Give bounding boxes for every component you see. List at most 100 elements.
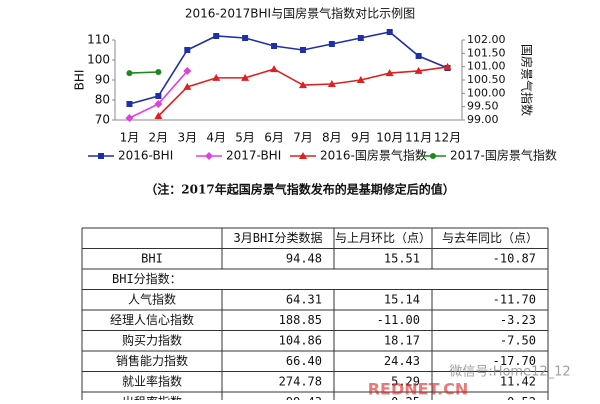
y2-tick-label: 100.00: [467, 86, 506, 99]
y-tick-label: 70: [95, 113, 110, 127]
x-tick-label: 7月: [293, 131, 313, 145]
marker: [205, 152, 213, 160]
marker: [183, 67, 192, 76]
table-header-cell: 与去年同比（点）: [442, 231, 538, 245]
y-tick-label: 90: [95, 73, 110, 87]
marker: [328, 41, 335, 47]
table-cell: 0.25: [391, 395, 420, 400]
table-cell: 104.86: [279, 333, 322, 347]
marker: [386, 29, 393, 35]
table-cell: 274.78: [279, 374, 322, 388]
marker: [241, 73, 250, 81]
chart-title: 2016-2017BHI与国房景气指数对比示例图: [185, 6, 415, 21]
marker: [327, 80, 336, 87]
marker: [430, 153, 436, 159]
table-cell: 24.43: [384, 354, 420, 368]
table-cell: -11.00: [377, 313, 420, 327]
table-cell: 5.29: [391, 374, 420, 388]
marker: [125, 114, 134, 122]
watermark: 微信号:Home12_12: [449, 365, 570, 380]
series-line: [157, 66, 448, 117]
marker: [126, 101, 133, 107]
x-tick-label: 2月: [149, 131, 169, 145]
x-tick-label: 3月: [177, 131, 197, 145]
x-tick-label: 1月: [120, 131, 140, 145]
marker: [154, 100, 163, 108]
table-cell: -11.70: [493, 292, 536, 306]
y2-tick-label: 102.00: [467, 33, 506, 46]
x-tick-label: 8月: [322, 131, 342, 145]
note: （注：2017年起国房景气指数发布的是基期修定后的值）: [145, 182, 454, 197]
table-header-cell: 3月BHI分类数据: [234, 230, 323, 245]
marker: [155, 69, 162, 75]
table-cell: 188.85: [279, 313, 322, 327]
marker: [155, 93, 162, 99]
y-axis-label: BHI: [73, 70, 87, 91]
table-cell: 94.48: [286, 251, 322, 265]
table-header-cell: 与上月环比（点）: [335, 231, 431, 245]
marker: [385, 69, 394, 77]
table-cell: 66.40: [286, 354, 322, 368]
y2-axis-label: 国房景气指数: [520, 44, 535, 116]
y2-tick-label: 101.00: [467, 60, 506, 73]
x-tick-label: 6月: [264, 131, 284, 145]
table-cell: 出租率指数: [122, 394, 182, 400]
table-cell: 64.31: [286, 292, 322, 306]
marker: [356, 76, 365, 83]
y-tick-label: 110: [87, 33, 110, 47]
legend-label: 2016-BHI: [118, 149, 173, 163]
legend-label: 2017-BHI: [226, 149, 281, 163]
marker: [271, 43, 278, 49]
x-tick-label: 11月: [405, 131, 432, 145]
x-tick-label: 5月: [235, 131, 255, 145]
marker: [154, 112, 163, 119]
marker: [98, 153, 104, 159]
table-cell: 15.14: [384, 292, 420, 306]
legend-label: 2016-国房景气指数: [320, 148, 427, 163]
y2-tick-label: 100.50: [467, 73, 506, 86]
table-cell: 人气指数: [128, 291, 176, 306]
marker: [213, 33, 220, 39]
table-cell: 就业率指数: [122, 373, 182, 388]
marker: [212, 73, 221, 81]
marker: [414, 66, 423, 74]
table-cell: 18.17: [384, 333, 420, 347]
x-tick-label: 9月: [351, 131, 371, 145]
x-tick-label: 10月: [376, 131, 403, 145]
y-tick-label: 100: [87, 53, 110, 67]
series-line: [129, 31, 448, 105]
table-cell: -3.23: [500, 313, 536, 327]
series-line: [129, 71, 159, 74]
table-cell: -10.87: [493, 251, 536, 265]
table-cell: BHI分指数：: [112, 271, 182, 286]
table-cell: 99.43: [286, 395, 322, 400]
y2-tick-label: 99.50: [467, 100, 499, 113]
legend-label: 2017-国房景气指数: [450, 148, 557, 163]
marker: [183, 82, 192, 90]
table-cell: 销售能力指数: [116, 353, 188, 368]
table-cell: BHI: [141, 251, 163, 265]
table-cell: 购买力指数: [122, 332, 182, 347]
marker: [126, 70, 133, 77]
table-cell: 经理人信心指数: [110, 312, 194, 327]
marker: [299, 152, 307, 159]
marker: [242, 35, 249, 41]
table-cell: -17.70: [493, 354, 536, 368]
marker: [357, 35, 364, 41]
marker: [298, 81, 307, 89]
watermark-site: REDNET.CN: [368, 380, 469, 399]
table-cell: 11.42: [500, 374, 536, 388]
table-cell: 0.52: [507, 395, 536, 400]
marker: [184, 47, 191, 53]
marker: [415, 53, 422, 59]
table-cell: 15.51: [384, 251, 420, 265]
x-tick-label: 12月: [434, 131, 461, 145]
marker: [270, 65, 279, 73]
y-tick-label: 80: [95, 93, 110, 107]
marker: [443, 62, 452, 70]
y2-tick-label: 99.00: [467, 113, 499, 126]
table-cell: -7.50: [500, 333, 536, 347]
marker: [299, 47, 306, 53]
y2-tick-label: 101.50: [467, 46, 506, 59]
